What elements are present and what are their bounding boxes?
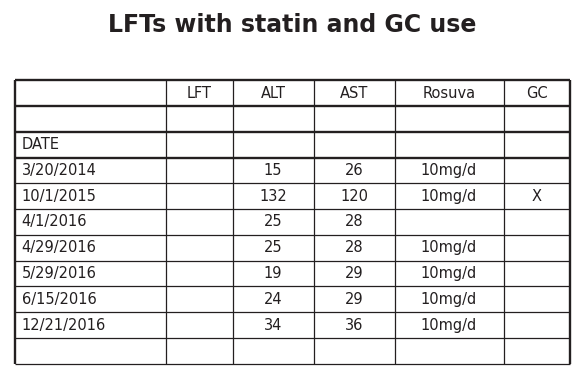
Text: 4/1/2016: 4/1/2016	[22, 214, 87, 229]
Text: 36: 36	[345, 317, 363, 332]
Text: 5/29/2016: 5/29/2016	[22, 266, 97, 281]
Text: GC: GC	[526, 85, 548, 101]
Text: 10/1/2015: 10/1/2015	[22, 189, 97, 204]
Text: DATE: DATE	[22, 137, 60, 152]
Text: 25: 25	[264, 214, 283, 229]
Text: 28: 28	[345, 240, 363, 255]
Text: 34: 34	[264, 317, 283, 332]
Text: 24: 24	[264, 292, 283, 307]
Text: 25: 25	[264, 240, 283, 255]
Text: 132: 132	[259, 189, 287, 204]
Text: 29: 29	[345, 292, 363, 307]
Text: LFT: LFT	[187, 85, 212, 101]
Text: 29: 29	[345, 266, 363, 281]
Text: AST: AST	[340, 85, 368, 101]
Text: 26: 26	[345, 163, 363, 178]
Text: 28: 28	[345, 214, 363, 229]
Text: 10mg/d: 10mg/d	[421, 266, 477, 281]
Text: 4/29/2016: 4/29/2016	[22, 240, 97, 255]
Text: X: X	[532, 189, 542, 204]
Text: 12/21/2016: 12/21/2016	[22, 317, 106, 332]
Text: 10mg/d: 10mg/d	[421, 163, 477, 178]
Text: 10mg/d: 10mg/d	[421, 189, 477, 204]
Text: ALT: ALT	[261, 85, 285, 101]
Text: 3/20/2014: 3/20/2014	[22, 163, 97, 178]
Text: LFTs with statin and GC use: LFTs with statin and GC use	[108, 13, 477, 37]
Text: 15: 15	[264, 163, 283, 178]
Text: 19: 19	[264, 266, 283, 281]
Text: 6/15/2016: 6/15/2016	[22, 292, 97, 307]
Text: 10mg/d: 10mg/d	[421, 317, 477, 332]
Text: 10mg/d: 10mg/d	[421, 292, 477, 307]
Text: 120: 120	[340, 189, 368, 204]
Text: Rosuva: Rosuva	[422, 85, 476, 101]
Text: 10mg/d: 10mg/d	[421, 240, 477, 255]
